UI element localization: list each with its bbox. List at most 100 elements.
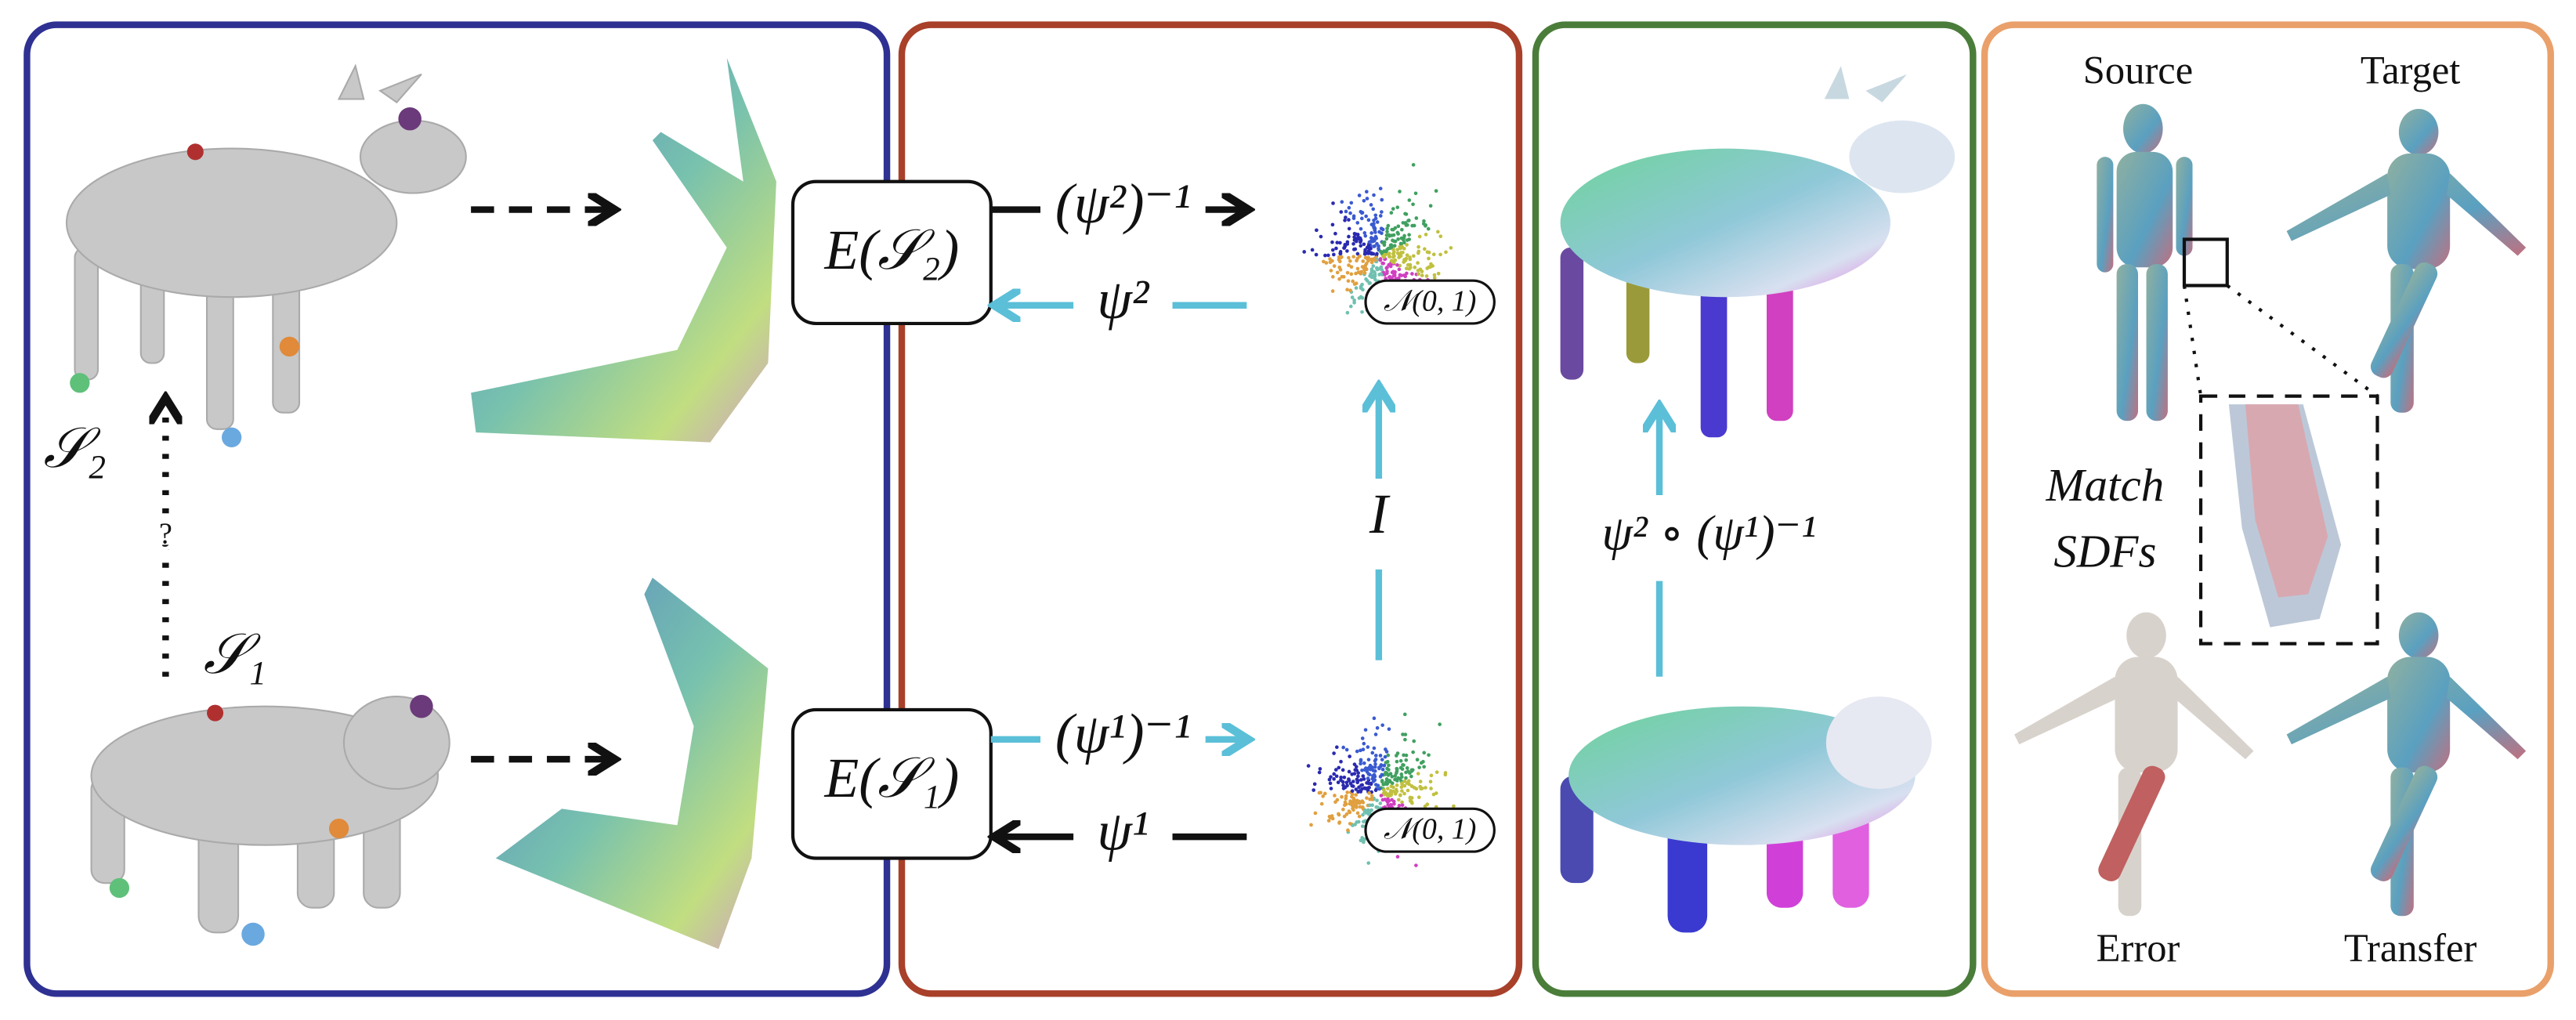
encoder-box — [791, 707, 993, 860]
latent-point — [1359, 761, 1362, 766]
latent-point — [1356, 771, 1361, 775]
latent-point — [1312, 782, 1317, 787]
latent-point — [1369, 267, 1374, 271]
transfer-label: Transfer — [2344, 926, 2477, 970]
latent-point — [1354, 805, 1359, 809]
latent-point — [1413, 266, 1417, 269]
latent-point — [1380, 798, 1385, 802]
latent-point — [1379, 272, 1384, 276]
latent-point — [1302, 250, 1307, 254]
latent-point — [1434, 189, 1438, 194]
latent-point — [1348, 801, 1352, 806]
latent-point — [1386, 753, 1391, 758]
latent-point — [1395, 759, 1399, 764]
latent-point — [1361, 747, 1366, 752]
latent-point — [1355, 820, 1359, 824]
latent-point — [1366, 776, 1370, 780]
human-error — [2013, 612, 2254, 917]
latent-point — [1389, 259, 1394, 263]
latent-point — [1365, 190, 1369, 194]
latent-point — [1384, 782, 1387, 786]
hand — [2245, 404, 2328, 598]
latent-point — [1362, 761, 1366, 765]
latent-point — [1362, 837, 1367, 841]
latent-point — [1345, 310, 1350, 315]
latent-point — [1398, 758, 1403, 763]
latent-point — [1341, 787, 1346, 790]
transfer-label: Target — [2361, 48, 2460, 92]
latent-point — [1340, 200, 1344, 204]
latent-point — [1355, 221, 1360, 225]
latent-point — [1361, 774, 1366, 778]
latent-point — [1384, 237, 1389, 241]
latent-point — [1423, 247, 1427, 251]
latent-point — [1395, 789, 1399, 794]
latent-point — [1418, 784, 1423, 789]
latent-point — [1402, 791, 1406, 796]
latent-point — [1313, 811, 1318, 816]
latent-point — [1378, 754, 1383, 758]
panel-shapes — [24, 21, 891, 997]
latent-point — [1411, 202, 1415, 207]
latent-point — [1396, 237, 1400, 241]
latent-point — [1378, 186, 1383, 190]
latent-point — [1407, 237, 1412, 241]
latent-point — [1344, 209, 1348, 214]
latent-point — [1349, 265, 1354, 269]
latent-point — [1391, 255, 1395, 259]
latent-point — [1317, 790, 1322, 795]
latent-point — [1338, 267, 1343, 272]
latent-point — [1398, 765, 1403, 770]
latent-point — [1393, 258, 1398, 262]
latent-point — [1359, 838, 1363, 843]
latent-point — [1348, 259, 1352, 263]
latent-point — [1399, 772, 1404, 776]
latent-point — [1378, 258, 1383, 262]
latent-point — [1400, 789, 1404, 793]
latent-point — [1332, 751, 1336, 755]
human-source — [2097, 103, 2193, 421]
latent-point — [1345, 783, 1349, 788]
latent-point — [1351, 823, 1355, 827]
latent-point — [1365, 770, 1369, 774]
latent-point — [1350, 789, 1355, 794]
latent-point — [1375, 220, 1380, 224]
latent-point — [1378, 801, 1383, 805]
latent-point — [1365, 796, 1369, 800]
latent-point — [1355, 233, 1360, 237]
latent-point — [1351, 279, 1355, 284]
map-label: (ψ²)⁻¹ — [1055, 173, 1191, 235]
latent-point — [1408, 266, 1413, 269]
latent-point — [1366, 257, 1369, 261]
latent-point — [1392, 244, 1397, 248]
latent-point — [1402, 779, 1407, 783]
latent-point — [1363, 263, 1368, 268]
latent-point — [1329, 269, 1333, 273]
question: ? — [159, 517, 172, 550]
latent-point — [1379, 250, 1384, 255]
latent-point — [1397, 267, 1402, 272]
latent-point — [1395, 205, 1400, 209]
map-label: I — [1369, 483, 1391, 545]
latent-point — [1345, 249, 1349, 253]
latent-point — [1387, 262, 1391, 267]
latent-point — [1425, 250, 1430, 255]
latent-point — [1391, 785, 1395, 790]
latent-point — [1407, 198, 1412, 202]
latent-point — [1411, 163, 1416, 167]
point-cloud — [495, 577, 769, 949]
human-transfer — [2286, 612, 2527, 917]
latent-point — [1384, 777, 1389, 781]
latent-point — [1436, 271, 1441, 276]
latent-point — [1414, 863, 1418, 867]
latent-point — [1403, 274, 1408, 279]
latent-point — [1363, 767, 1368, 772]
latent-point — [1337, 277, 1341, 281]
latent-point — [1388, 789, 1393, 793]
latent-point — [1351, 216, 1356, 220]
transfer-label: Error — [2097, 926, 2180, 970]
latent-point — [1373, 758, 1377, 763]
latent-point — [1359, 286, 1363, 291]
latent-point — [1420, 269, 1424, 273]
latent-point — [1372, 746, 1377, 751]
